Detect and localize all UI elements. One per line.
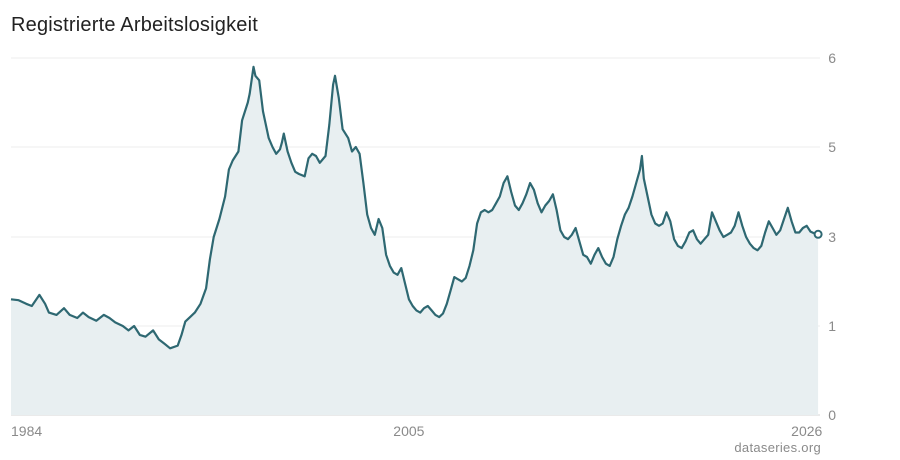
y-tick-label: 5 [828, 139, 836, 155]
source-label: dataseries.org [734, 440, 821, 455]
x-tick-label: 1984 [11, 423, 42, 439]
y-axis-ticks: 0 1 3 5 6 [828, 50, 836, 423]
y-tick-label: 1 [828, 318, 836, 334]
y-tick-label: 6 [828, 50, 836, 66]
series-line [10, 65, 819, 350]
chart-title: Registrierte Arbeitslosigkeit [11, 14, 259, 36]
y-tick-label: 0 [828, 407, 836, 423]
y-tick-label: 3 [828, 229, 836, 245]
series-end-point [813, 229, 823, 239]
x-axis-ticks: 1984 2005 2026 [11, 423, 823, 439]
x-tick-label: 2026 [791, 423, 822, 439]
series-area [11, 66, 819, 416]
x-tick-label: 2005 [393, 423, 424, 439]
